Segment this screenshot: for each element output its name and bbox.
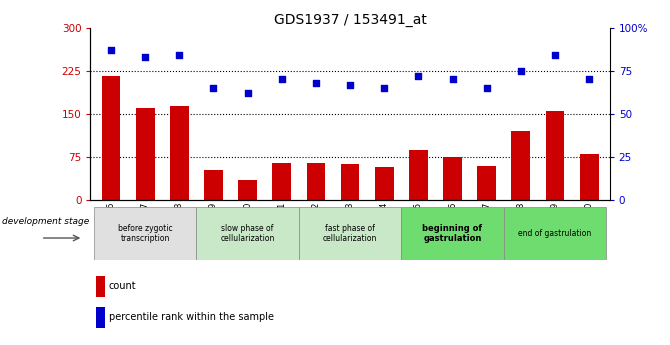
Text: before zygotic
transcription: before zygotic transcription — [118, 224, 172, 244]
Text: fast phase of
cellularization: fast phase of cellularization — [323, 224, 377, 244]
Point — [584, 77, 594, 82]
Bar — [580, 154, 598, 200]
Text: end of gastrulation: end of gastrulation — [519, 229, 592, 238]
Point — [481, 85, 492, 91]
Text: development stage: development stage — [1, 217, 89, 226]
Point — [413, 73, 423, 79]
Bar — [545, 111, 564, 200]
Bar — [273, 163, 291, 200]
Bar — [504, 207, 606, 260]
Bar — [170, 106, 189, 200]
Point — [243, 90, 253, 96]
Bar — [340, 164, 360, 200]
Bar — [204, 170, 223, 200]
Bar — [96, 276, 105, 297]
Point — [174, 52, 185, 58]
Point — [277, 77, 287, 82]
Text: beginning of
gastrulation: beginning of gastrulation — [423, 224, 482, 244]
Bar — [375, 167, 394, 200]
Point — [345, 82, 356, 87]
Text: count: count — [109, 282, 136, 291]
Point — [140, 54, 151, 60]
Title: GDS1937 / 153491_at: GDS1937 / 153491_at — [273, 12, 427, 27]
Point — [106, 47, 117, 53]
Text: percentile rank within the sample: percentile rank within the sample — [109, 313, 273, 322]
Bar — [443, 157, 462, 200]
Bar — [299, 207, 401, 260]
Bar — [477, 166, 496, 200]
Bar — [94, 207, 196, 260]
Bar — [196, 207, 299, 260]
Bar — [136, 108, 155, 200]
Point — [549, 52, 560, 58]
Point — [208, 85, 219, 91]
Point — [515, 68, 526, 73]
Bar — [102, 77, 121, 200]
Bar — [511, 131, 530, 200]
Text: slow phase of
cellularization: slow phase of cellularization — [220, 224, 275, 244]
Point — [311, 80, 322, 86]
Bar — [96, 307, 105, 328]
Bar — [239, 180, 257, 200]
Bar — [401, 207, 504, 260]
Point — [379, 85, 389, 91]
Bar — [306, 163, 326, 200]
Bar — [409, 149, 427, 200]
Point — [447, 77, 458, 82]
